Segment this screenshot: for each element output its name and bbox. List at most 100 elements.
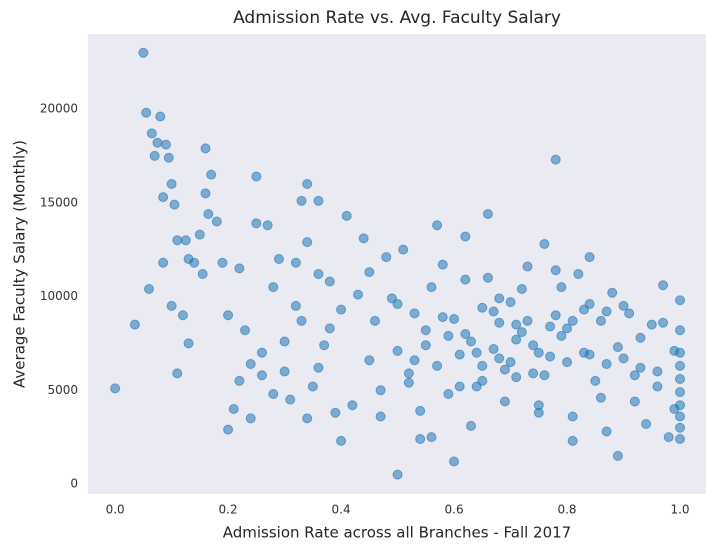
scatter-point <box>273 254 284 265</box>
scatter-point <box>675 360 686 371</box>
scatter-point <box>353 289 364 300</box>
scatter-point <box>285 394 296 405</box>
scatter-point <box>149 150 160 161</box>
scatter-point <box>369 315 380 326</box>
scatter-point <box>194 229 205 240</box>
scatter-point <box>251 218 262 229</box>
scatter-point <box>375 411 386 422</box>
x-axis-label: Admission Rate across all Branches - Fal… <box>223 524 571 542</box>
scatter-point <box>415 434 426 445</box>
x-tick-label: 0.4 <box>332 503 351 517</box>
scatter-point <box>336 304 347 315</box>
scatter-point <box>675 387 686 398</box>
scatter-point <box>528 368 539 379</box>
scatter-point <box>675 411 686 422</box>
scatter-point <box>471 347 482 358</box>
scatter-point <box>454 381 465 392</box>
scatter-point <box>545 321 556 332</box>
scatter-point <box>217 257 228 268</box>
scatter-point <box>601 359 612 370</box>
scatter-point <box>158 192 169 203</box>
scatter-point <box>172 235 183 246</box>
scatter-point <box>528 340 539 351</box>
scatter-point <box>166 300 177 311</box>
scatter-point <box>313 362 324 373</box>
scatter-point <box>158 257 169 268</box>
scatter-point <box>420 325 431 336</box>
scatter-point <box>313 195 324 206</box>
x-tick-label: 0.0 <box>106 503 125 517</box>
scatter-point <box>296 195 307 206</box>
scatter-point <box>200 143 211 154</box>
y-axis-label: Average Faculty Salary (Monthly) <box>11 140 29 388</box>
scatter-point <box>641 419 652 430</box>
scatter-point <box>256 370 267 381</box>
scatter-point <box>675 295 686 306</box>
scatter-point <box>302 179 313 190</box>
scatter-point <box>675 347 686 358</box>
scatter-point <box>635 362 646 373</box>
scatter-point <box>392 469 403 480</box>
scatter-point <box>646 319 657 330</box>
scatter-point <box>268 282 279 293</box>
scatter-point <box>290 257 301 268</box>
scatter-point <box>652 381 663 392</box>
scatter-point <box>590 375 601 386</box>
scatter-point <box>155 111 166 122</box>
scatter-point <box>375 385 386 396</box>
scatter-point <box>189 257 200 268</box>
scatter-point <box>223 424 234 435</box>
scatter-point <box>477 302 488 313</box>
x-tick-label: 0.8 <box>557 503 576 517</box>
scatter-point <box>675 325 686 336</box>
y-tick-label: 10000 <box>40 289 78 303</box>
scatter-point <box>398 244 409 255</box>
scatter-point <box>324 323 335 334</box>
scatter-point <box>330 407 341 418</box>
scatter-point <box>494 317 505 328</box>
scatter-point <box>567 411 578 422</box>
scatter-point <box>180 235 191 246</box>
x-tick-label: 1.0 <box>670 503 689 517</box>
scatter-point <box>279 366 290 377</box>
scatter-point <box>567 435 578 446</box>
scatter-point <box>516 284 527 295</box>
y-tick-label: 15000 <box>40 195 78 209</box>
scatter-point <box>477 360 488 371</box>
scatter-point <box>550 310 561 321</box>
scatter-point <box>449 314 460 325</box>
scatter-point <box>319 340 330 351</box>
scatter-point <box>302 237 313 248</box>
scatter-point <box>443 389 454 400</box>
scatter-point <box>545 351 556 362</box>
scatter-point <box>169 199 180 210</box>
scatter-point <box>612 342 623 353</box>
scatter-point <box>279 336 290 347</box>
scatter-point <box>437 259 448 270</box>
scatter-point <box>392 299 403 310</box>
scatter-point <box>432 220 443 231</box>
scatter-point <box>403 377 414 388</box>
scatter-point <box>290 300 301 311</box>
scatter-point <box>449 456 460 467</box>
scatter-point <box>482 272 493 283</box>
scatter-point <box>341 210 352 221</box>
scatter-point <box>200 188 211 199</box>
scatter-point <box>251 171 262 182</box>
scatter-point <box>183 338 194 349</box>
scatter-point <box>381 252 392 263</box>
scatter-point <box>403 368 414 379</box>
scatter-point <box>669 404 680 415</box>
chart-title: Admission Rate vs. Avg. Faculty Salary <box>233 8 561 28</box>
scatter-point <box>256 347 267 358</box>
scatter-point <box>296 315 307 326</box>
scatter-point <box>364 267 375 278</box>
scatter-point <box>307 381 318 392</box>
scatter-point <box>522 315 533 326</box>
scatter-point <box>409 355 420 366</box>
scatter-point <box>612 450 623 461</box>
scatter-point <box>595 315 606 326</box>
scatter-point <box>206 169 217 180</box>
scatter-point <box>313 269 324 280</box>
scatter-point <box>578 304 589 315</box>
